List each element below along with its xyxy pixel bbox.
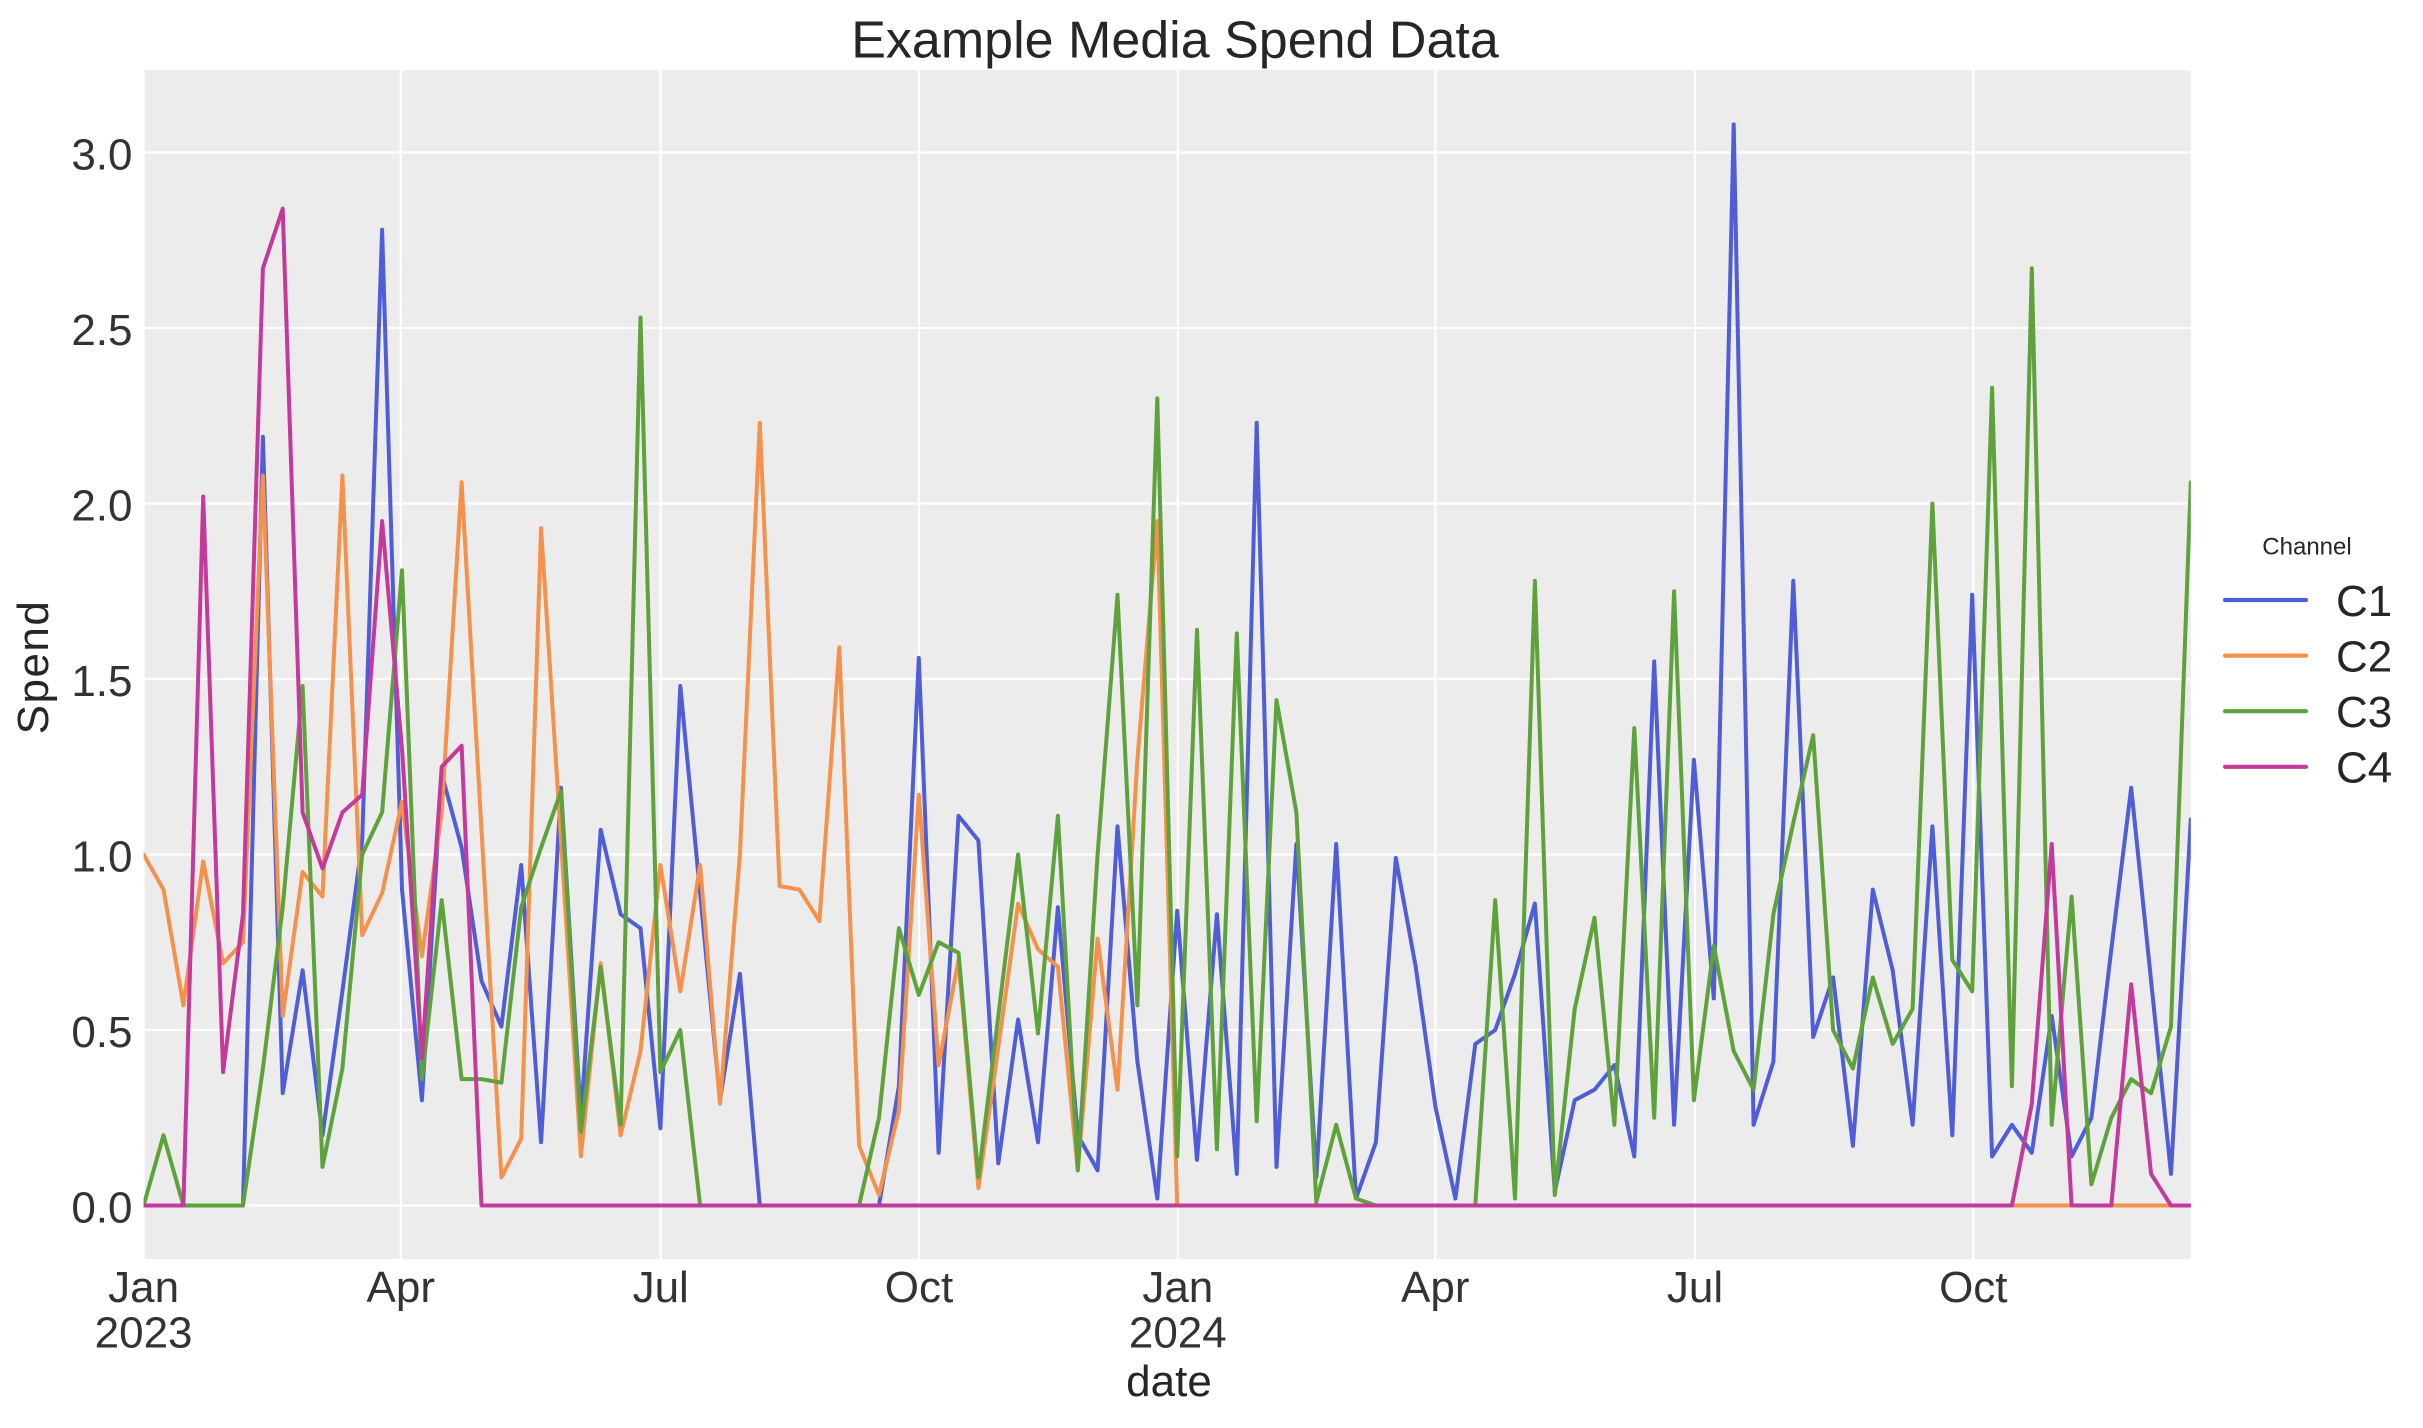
svg-text:C1: C1 <box>2336 577 2392 626</box>
svg-text:date: date <box>1126 1357 1212 1406</box>
svg-text:Jul: Jul <box>633 1263 689 1312</box>
svg-text:C3: C3 <box>2336 688 2392 737</box>
svg-text:Example Media Spend Data: Example Media Spend Data <box>851 12 1499 70</box>
svg-text:Jan: Jan <box>1142 1263 1213 1312</box>
svg-text:Spend: Spend <box>9 600 58 735</box>
svg-text:2024: 2024 <box>1129 1309 1227 1358</box>
svg-text:Oct: Oct <box>885 1263 953 1312</box>
svg-text:Apr: Apr <box>1401 1263 1469 1312</box>
svg-text:3.0: 3.0 <box>71 131 132 180</box>
svg-text:Jul: Jul <box>1667 1263 1723 1312</box>
svg-text:0.0: 0.0 <box>71 1184 132 1233</box>
svg-text:0.5: 0.5 <box>71 1008 132 1057</box>
svg-text:2023: 2023 <box>95 1309 193 1358</box>
svg-text:Oct: Oct <box>1939 1263 2007 1312</box>
svg-text:2.0: 2.0 <box>71 482 132 531</box>
svg-text:Apr: Apr <box>367 1263 435 1312</box>
svg-text:C4: C4 <box>2336 744 2392 793</box>
svg-text:Jan: Jan <box>108 1263 179 1312</box>
svg-text:1.0: 1.0 <box>71 833 132 882</box>
svg-text:Channel: Channel <box>2262 534 2351 561</box>
svg-text:1.5: 1.5 <box>71 657 132 706</box>
svg-text:2.5: 2.5 <box>71 306 132 355</box>
svg-text:C2: C2 <box>2336 632 2392 681</box>
